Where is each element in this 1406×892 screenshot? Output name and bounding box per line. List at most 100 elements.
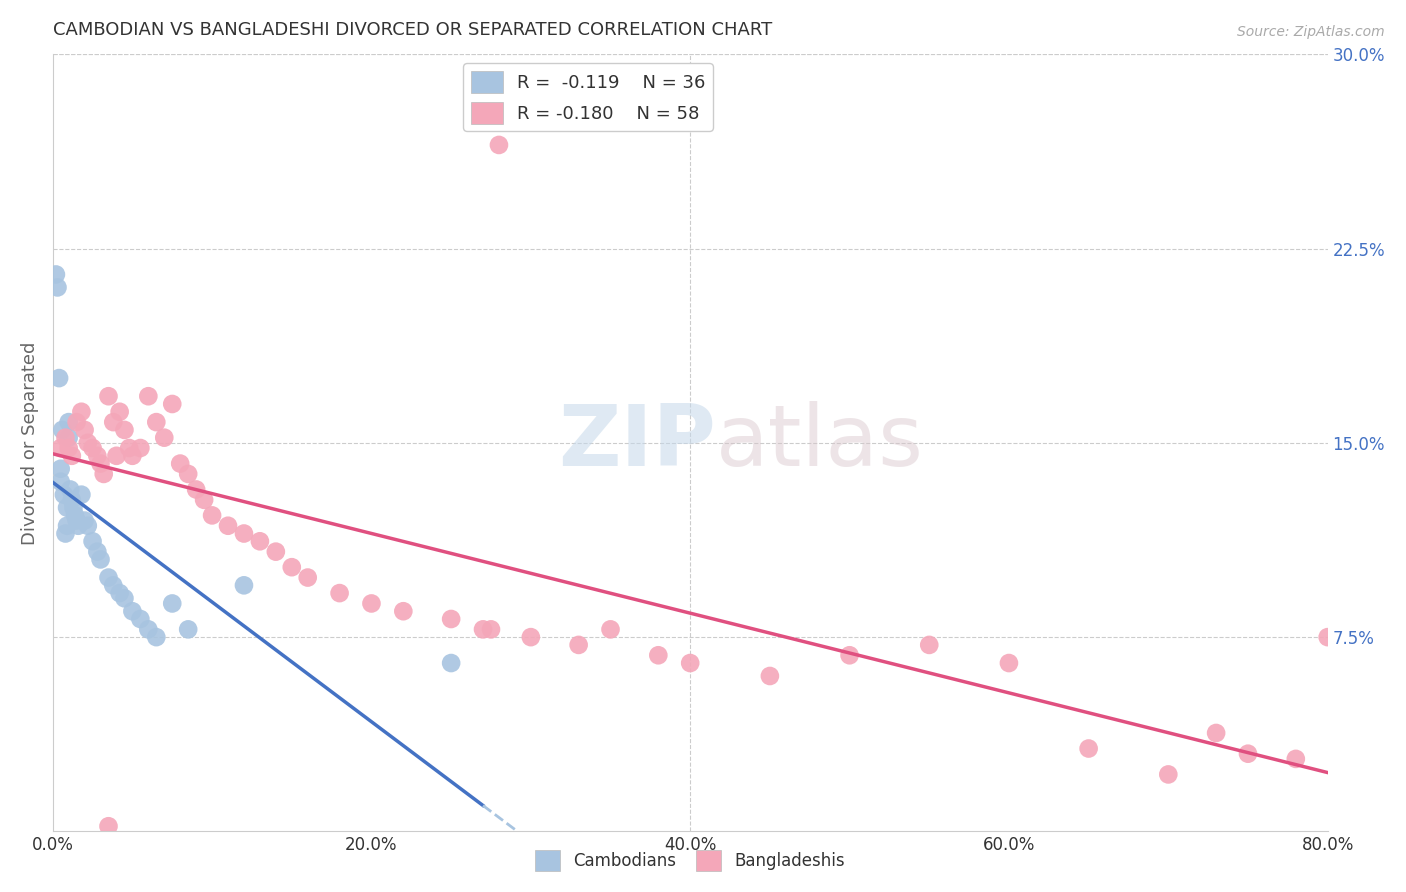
Point [145, 630, 167, 644]
Point [918, 638, 941, 652]
Point [193, 492, 215, 507]
Point [49, 475, 72, 489]
Point [138, 389, 160, 403]
Point [59, 483, 82, 497]
Point [62, 500, 84, 515]
Point [58, 441, 80, 455]
Point [153, 431, 176, 445]
Point [58, 431, 80, 445]
Point [55, 431, 77, 445]
Point [520, 630, 543, 644]
Point [90, 552, 112, 566]
Text: ZIP: ZIP [558, 401, 716, 484]
Point [479, 623, 502, 637]
Point [66, 415, 89, 429]
Point [70, 488, 93, 502]
Point [73, 514, 96, 528]
Point [97, 389, 120, 403]
Point [759, 669, 782, 683]
Point [48, 371, 70, 385]
Point [70, 405, 93, 419]
Point [129, 441, 152, 455]
Point [76, 518, 98, 533]
Point [66, 514, 89, 528]
Point [67, 518, 90, 533]
Point [233, 526, 256, 541]
Point [186, 483, 208, 497]
Point [121, 449, 143, 463]
Point [82, 534, 104, 549]
Point [1316, 630, 1339, 644]
Point [90, 457, 112, 471]
Point [297, 570, 319, 584]
Point [360, 597, 382, 611]
Point [114, 423, 136, 437]
Point [73, 423, 96, 437]
Point [103, 415, 125, 429]
Point [45, 268, 67, 282]
Point [129, 612, 152, 626]
Point [52, 488, 75, 502]
Point [281, 560, 304, 574]
Point [177, 467, 200, 481]
Point [162, 397, 184, 411]
Point [86, 544, 108, 558]
Point [599, 623, 621, 637]
Point [1077, 741, 1099, 756]
Point [86, 449, 108, 463]
Point [121, 604, 143, 618]
Point [472, 623, 495, 637]
Point [264, 544, 287, 558]
Point [97, 819, 120, 833]
Text: Source: ZipAtlas.com: Source: ZipAtlas.com [1237, 25, 1385, 39]
Point [46, 280, 69, 294]
Point [114, 591, 136, 606]
Point [56, 500, 79, 515]
Point [60, 449, 83, 463]
Point [440, 612, 463, 626]
Point [108, 405, 131, 419]
Point [108, 586, 131, 600]
Point [162, 597, 184, 611]
Point [93, 467, 115, 481]
Text: atlas: atlas [716, 401, 924, 484]
Point [82, 441, 104, 455]
Point [329, 586, 352, 600]
Point [1157, 767, 1180, 781]
Point [49, 462, 72, 476]
Point [249, 534, 271, 549]
Point [169, 457, 191, 471]
Point [1285, 752, 1308, 766]
Text: CAMBODIAN VS BANGLADESHI DIVORCED OR SEPARATED CORRELATION CHART: CAMBODIAN VS BANGLADESHI DIVORCED OR SEP… [52, 21, 772, 39]
Point [177, 623, 200, 637]
Point [392, 604, 415, 618]
Point [105, 449, 128, 463]
Point [58, 415, 80, 429]
Point [233, 578, 256, 592]
Point [76, 435, 98, 450]
Point [138, 623, 160, 637]
Point [679, 656, 702, 670]
Point [49, 441, 72, 455]
Point [145, 415, 167, 429]
Point [60, 492, 83, 507]
Point [118, 441, 141, 455]
Point [63, 508, 86, 523]
Legend: Cambodians, Bangladeshis: Cambodians, Bangladeshis [529, 844, 852, 878]
Point [55, 526, 77, 541]
Point [1205, 726, 1227, 740]
Point [51, 423, 73, 437]
Point [488, 137, 510, 152]
Point [97, 570, 120, 584]
Point [647, 648, 669, 663]
Point [838, 648, 860, 663]
Point [440, 656, 463, 670]
Point [998, 656, 1021, 670]
Point [568, 638, 591, 652]
Y-axis label: Divorced or Separated: Divorced or Separated [21, 341, 39, 544]
Point [103, 578, 125, 592]
Point [1237, 747, 1260, 761]
Point [56, 518, 79, 533]
Point [201, 508, 224, 523]
Point [217, 518, 239, 533]
